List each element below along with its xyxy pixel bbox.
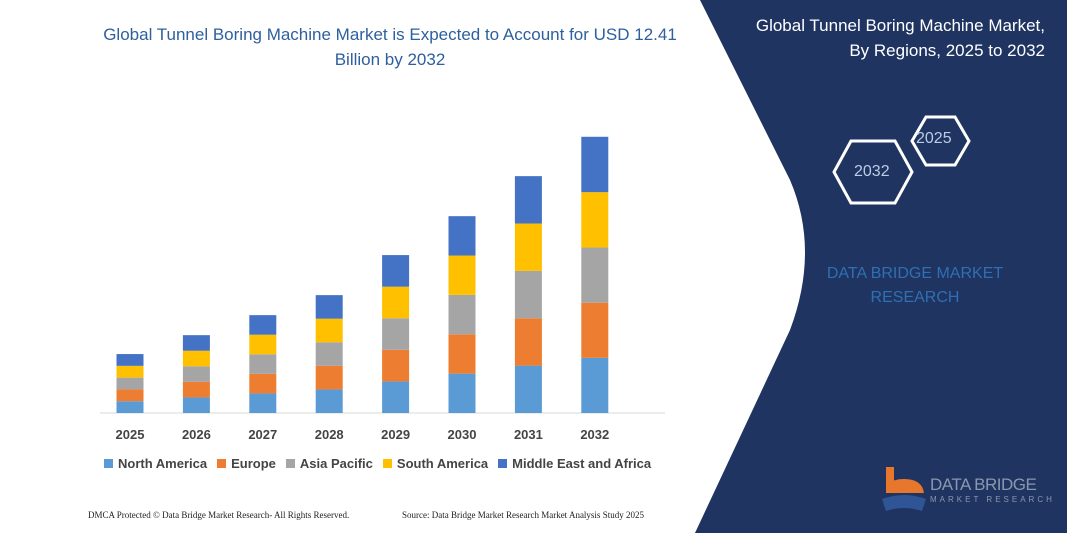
x-tick-2026: 2026 (182, 427, 211, 442)
bar-2025-north-america (116, 401, 144, 413)
bar-2025-asia-pacific (116, 377, 144, 390)
bar-2027-middle-east-and-africa (249, 315, 277, 335)
data-bridge-logo-icon (882, 467, 926, 511)
side-panel-background (695, 0, 1067, 533)
bar-2025-south-america (116, 365, 144, 378)
bar-2028-north-america (315, 389, 343, 413)
bar-2028-south-america (315, 318, 343, 343)
bar-2030-middle-east-and-africa (448, 216, 476, 256)
side-title-line1: Global Tunnel Boring Machine Market, (755, 16, 1045, 35)
bar-2031-middle-east-and-africa (514, 176, 542, 224)
x-tick-2029: 2029 (381, 427, 410, 442)
x-tick-2025: 2025 (116, 427, 145, 442)
legend-item-north-america: North America (104, 456, 207, 471)
hexagon-2032 (832, 139, 914, 205)
legend-item-middle-east-africa: Middle East and Africa (498, 456, 651, 471)
bar-2031-europe (514, 318, 542, 366)
x-tick-2030: 2030 (448, 427, 477, 442)
bar-2031-south-america (514, 223, 542, 271)
bar-2032-south-america (581, 192, 609, 248)
brand-line1: DATA BRIDGE MARKET (826, 265, 1004, 282)
footer-copyright: DMCA Protected © Data Bridge Market Rese… (88, 510, 350, 520)
bar-2026-north-america (182, 397, 210, 413)
bar-2028-asia-pacific (315, 342, 343, 366)
bar-2027-europe (249, 373, 277, 394)
bar-2025-middle-east-and-africa (116, 354, 144, 366)
bar-2030-south-america (448, 255, 476, 295)
brand-line2: RESEARCH (870, 289, 960, 306)
legend-item-europe: Europe (217, 456, 276, 471)
bar-2029-south-america (382, 286, 410, 319)
side-title-line2: By Regions, 2025 to 2032 (849, 41, 1045, 60)
bar-2028-middle-east-and-africa (315, 295, 343, 319)
hex-label-2025: 2025 (916, 130, 952, 147)
hex-label-2032: 2032 (854, 163, 890, 180)
bar-2030-north-america (448, 373, 476, 413)
legend: North America Europe Asia Pacific South … (104, 456, 651, 471)
side-panel-title: Global Tunnel Boring Machine Market, By … (685, 13, 1045, 63)
bar-2032-north-america (581, 357, 609, 413)
logo-text: DATA BRIDGE (930, 475, 1037, 494)
bar-2031-north-america (514, 365, 542, 413)
legend-item-south-america: South America (382, 456, 488, 471)
bar-2032-europe (581, 302, 609, 358)
bar-2027-south-america (249, 334, 277, 355)
chart-title: Global Tunnel Boring Machine Market is E… (103, 25, 677, 69)
bar-2032-asia-pacific (581, 247, 609, 303)
bar-2029-europe (382, 349, 410, 382)
hexagon-2025 (910, 115, 971, 167)
x-tick-2028: 2028 (315, 427, 344, 442)
bar-2026-south-america (182, 350, 210, 367)
logo-subtext: MARKET RESEARCH (930, 495, 1055, 504)
brand-text: DATA BRIDGE MARKET RESEARCH (800, 262, 1030, 310)
bar-2027-asia-pacific (249, 354, 277, 374)
bar-2026-asia-pacific (182, 366, 210, 382)
bar-2027-north-america (249, 393, 277, 413)
x-tick-labels: 2025 2026 2027 2028 2029 2030 2031 2032 (116, 427, 610, 442)
legend-item-asia-pacific: Asia Pacific (285, 456, 373, 471)
x-tick-2031: 2031 (514, 427, 543, 442)
bar-2029-north-america (382, 381, 410, 413)
bar-2032-middle-east-and-africa (581, 136, 609, 193)
bar-2028-europe (315, 365, 343, 390)
bar-2025-europe (116, 389, 144, 402)
x-tick-2032: 2032 (580, 427, 609, 442)
bar-2030-europe (448, 334, 476, 374)
bar-2026-middle-east-and-africa (182, 335, 210, 351)
x-tick-2027: 2027 (248, 427, 277, 442)
bars (116, 136, 609, 413)
bar-2031-asia-pacific (514, 270, 542, 319)
bar-2026-europe (182, 381, 210, 398)
bar-2029-asia-pacific (382, 318, 410, 350)
bar-2030-asia-pacific (448, 294, 476, 335)
bar-2029-middle-east-and-africa (382, 255, 410, 287)
footer-source: Source: Data Bridge Market Research Mark… (402, 510, 644, 520)
